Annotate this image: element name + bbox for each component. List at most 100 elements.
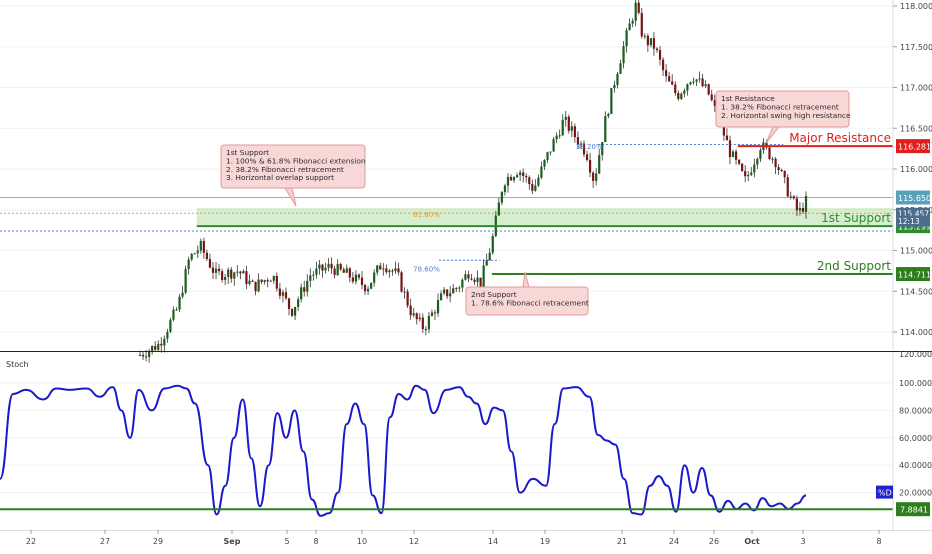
candle: [491, 233, 494, 255]
candle-body: [281, 292, 285, 296]
candle-body: [750, 172, 753, 175]
candle: [683, 88, 686, 98]
candle-body: [786, 177, 789, 197]
candle: [734, 149, 738, 165]
candle-body: [497, 202, 500, 216]
candle-body: [579, 143, 583, 145]
candle-body: [360, 277, 364, 285]
candle-body: [172, 309, 175, 320]
stoch-tick-label: 100.0000: [899, 379, 932, 388]
stoch-axis-ticks: 20.0000 40.0000 60.0000 80.0000 100.0000 120.…: [899, 350, 932, 498]
candle-body: [655, 48, 659, 51]
time-axis[interactable]: 22 27 29 Sep 5 8 10 12 14 19 21 24 26 Oct 3 8: [0, 530, 932, 546]
candle: [540, 161, 543, 180]
candle: [725, 128, 729, 141]
candle: [366, 285, 370, 296]
candle: [668, 71, 671, 82]
candle-body: [315, 268, 318, 275]
time-tick-label: 12: [409, 537, 419, 546]
candle: [306, 274, 309, 297]
candle-body: [248, 280, 251, 285]
candle: [281, 289, 285, 303]
candle-body: [534, 185, 537, 191]
candle: [141, 351, 145, 361]
price-tick-label: 115.000: [900, 247, 932, 256]
candle: [278, 283, 281, 300]
candle-body: [379, 265, 382, 270]
candle: [330, 257, 333, 274]
candle-body: [707, 84, 710, 95]
candle-body: [141, 354, 145, 357]
time-tick-label: 8: [313, 537, 318, 546]
candle: [774, 157, 777, 175]
candle: [546, 151, 549, 163]
level-tag-value: 115.299: [898, 223, 931, 232]
candle-body: [546, 152, 549, 160]
annotation-line: 2nd Support: [471, 290, 517, 299]
candle: [531, 179, 534, 195]
candle: [217, 264, 221, 276]
time-tick-label: 22: [26, 537, 36, 546]
candle-body: [722, 122, 725, 136]
candle: [634, 0, 637, 27]
candle-body: [199, 241, 202, 251]
candle-body: [668, 76, 671, 82]
candle-body: [701, 78, 704, 87]
candle-body: [585, 154, 589, 160]
candle-body: [260, 279, 263, 283]
candle: [665, 64, 668, 82]
candle-body: [734, 151, 738, 160]
candle-body: [713, 100, 716, 106]
candle: [415, 312, 418, 325]
candle-body: [658, 50, 662, 60]
candle: [789, 191, 792, 200]
candle: [604, 111, 607, 143]
candle: [345, 264, 348, 273]
level-tag: [896, 139, 930, 154]
candle-body: [272, 275, 275, 281]
candle-body: [160, 343, 163, 346]
candle-body: [436, 300, 440, 314]
candle-body: [254, 281, 257, 292]
candle-body: [561, 119, 564, 136]
candle-body: [588, 159, 592, 173]
candle: [424, 326, 427, 336]
candle: [357, 273, 361, 281]
candle-body: [564, 116, 567, 120]
candle: [497, 197, 500, 216]
candle-body: [388, 270, 391, 273]
candle-body: [300, 287, 303, 300]
candle: [421, 313, 424, 334]
candle-body: [549, 151, 552, 153]
annotation-line: 1. 78.6% Fibonacci retracement: [471, 298, 589, 307]
stoch-tags: %D 7.8841: [876, 485, 930, 517]
candle: [558, 129, 561, 139]
stoch-axis[interactable]: 20.0000 40.0000 60.0000 80.0000 100.0000 120.…: [876, 350, 932, 530]
price-axis[interactable]: 114.000114.500115.000115.500116.000116.5…: [892, 0, 932, 350]
candle-body: [774, 158, 777, 168]
candle: [388, 268, 391, 278]
annotation-box: [715, 90, 850, 128]
stoch-series-label: %D: [878, 489, 892, 498]
candle-body: [202, 241, 205, 253]
candle: [576, 131, 580, 149]
candle-body: [351, 277, 354, 282]
candle-body: [336, 264, 339, 275]
candle-body: [747, 174, 750, 177]
candle: [318, 259, 321, 275]
candle-body: [175, 309, 178, 311]
candle-body: [792, 196, 795, 199]
candle-body: [181, 292, 184, 297]
fib-label: 38.20%: [576, 143, 603, 151]
candle-body: [686, 84, 689, 91]
candle: [172, 306, 175, 322]
candle-body: [144, 356, 148, 358]
stoch-pane[interactable]: Stoch: [0, 360, 893, 517]
candle: [534, 179, 537, 192]
stoch-tick-label: 80.0000: [899, 406, 932, 415]
candle-body: [728, 140, 732, 157]
candle: [488, 248, 491, 261]
candle-body: [193, 253, 196, 255]
candle-body: [631, 20, 634, 24]
price-pane[interactable]: Major Resistance 1st Support 2nd Support 6…: [0, 0, 894, 363]
